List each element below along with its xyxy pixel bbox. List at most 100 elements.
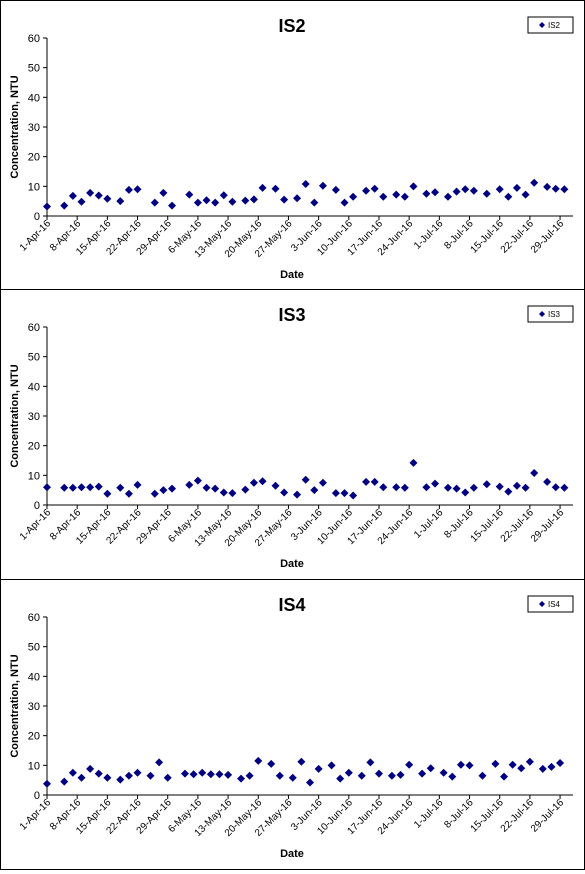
data-point bbox=[241, 485, 250, 494]
x-tick-label: 29-Jul-16 bbox=[529, 507, 567, 545]
y-tick-label: 0 bbox=[34, 790, 40, 802]
data-point bbox=[560, 185, 569, 194]
data-point bbox=[185, 190, 194, 199]
legend-marker bbox=[539, 22, 545, 28]
x-tick-label: 1-Apr-16 bbox=[18, 507, 54, 543]
data-point bbox=[258, 183, 267, 192]
data-point bbox=[271, 481, 280, 490]
data-point bbox=[306, 778, 314, 787]
data-point bbox=[543, 182, 552, 191]
y-tick-label: 50 bbox=[28, 352, 40, 364]
data-point bbox=[443, 483, 452, 492]
legend: IS2 bbox=[527, 16, 574, 34]
data-point bbox=[314, 764, 323, 773]
y-tick-label: 40 bbox=[28, 92, 40, 104]
y-axis-title: Concentration, NTU bbox=[9, 364, 21, 467]
data-point bbox=[504, 192, 513, 201]
data-point bbox=[258, 477, 267, 486]
data-point bbox=[396, 770, 405, 779]
data-point bbox=[202, 196, 211, 205]
data-point bbox=[124, 771, 133, 780]
data-point bbox=[241, 196, 250, 205]
data-point bbox=[116, 775, 125, 784]
legend-label: IS2 bbox=[548, 21, 561, 30]
data-point bbox=[327, 761, 336, 770]
x-axis-title: Date bbox=[280, 558, 304, 570]
scatter-chart-is4: IS401020304050601-Apr-168-Apr-1615-Apr-1… bbox=[9, 595, 574, 860]
data-point bbox=[150, 198, 159, 207]
x-tick-label: 1-Jul-16 bbox=[412, 507, 446, 541]
x-axis-title: Date bbox=[280, 269, 304, 281]
data-point bbox=[452, 187, 461, 196]
y-tick-label: 30 bbox=[28, 701, 40, 713]
data-point bbox=[422, 189, 431, 198]
data-point bbox=[293, 194, 302, 203]
data-point bbox=[500, 772, 509, 781]
data-point bbox=[409, 182, 418, 191]
y-tick-label: 10 bbox=[28, 181, 40, 193]
data-point bbox=[448, 772, 457, 781]
data-point bbox=[77, 197, 86, 206]
data-point bbox=[267, 759, 276, 768]
x-tick-label: 1-Jul-16 bbox=[412, 797, 446, 831]
data-point bbox=[68, 191, 77, 200]
data-point bbox=[86, 188, 95, 197]
data-point bbox=[133, 768, 142, 777]
data-point bbox=[224, 770, 233, 779]
data-point bbox=[551, 483, 560, 492]
data-point bbox=[189, 770, 198, 779]
data-point bbox=[521, 190, 530, 199]
chart-panel-is3: IS3 0 10 20 30 40 50 60 1-Apr-16 8-Apr-16 15-Apr-1… bbox=[0, 289, 585, 580]
y-axis-title: Concentration, NTU bbox=[9, 75, 21, 178]
data-point bbox=[180, 769, 189, 778]
legend-marker bbox=[539, 601, 545, 607]
x-tick-label: 1-Apr-16 bbox=[18, 218, 54, 254]
data-point bbox=[215, 770, 224, 779]
data-point bbox=[228, 489, 237, 498]
data-point bbox=[155, 758, 164, 767]
data-point bbox=[103, 773, 112, 782]
data-point bbox=[400, 483, 409, 492]
chart-title: IS4 bbox=[278, 595, 305, 615]
data-point bbox=[185, 480, 194, 489]
data-point bbox=[318, 478, 327, 487]
y-tick-label: 20 bbox=[28, 152, 40, 164]
data-point bbox=[43, 202, 51, 211]
data-point bbox=[530, 178, 539, 187]
data-point bbox=[310, 486, 319, 495]
data-point bbox=[392, 483, 401, 492]
data-point bbox=[150, 489, 159, 498]
data-point bbox=[275, 771, 284, 780]
data-point bbox=[103, 489, 112, 498]
y-tick-label: 60 bbox=[28, 322, 40, 334]
data-point bbox=[237, 774, 246, 783]
data-point bbox=[94, 769, 103, 778]
chart-title: IS3 bbox=[278, 305, 305, 325]
data-point bbox=[331, 185, 340, 194]
x-tick-label: 29-Jul-16 bbox=[529, 797, 567, 835]
y-tick-label: 60 bbox=[28, 612, 40, 624]
data-point bbox=[426, 764, 435, 773]
y-axis-title: Concentration, NTU bbox=[9, 654, 21, 757]
data-point bbox=[202, 483, 211, 492]
y-tick-label: 20 bbox=[28, 731, 40, 743]
data-point bbox=[297, 757, 306, 766]
data-point bbox=[357, 771, 366, 780]
x-tick-label: 1-Jul-16 bbox=[412, 218, 446, 252]
y-tick-label: 0 bbox=[34, 211, 40, 223]
data-point bbox=[133, 185, 142, 194]
data-point bbox=[77, 773, 86, 782]
data-point bbox=[379, 483, 388, 492]
data-point bbox=[249, 195, 258, 204]
data-point bbox=[379, 192, 388, 201]
data-point bbox=[556, 758, 565, 767]
data-point bbox=[133, 480, 142, 489]
data-point bbox=[86, 483, 95, 492]
data-point bbox=[443, 192, 452, 201]
y-tick-label: 10 bbox=[28, 470, 40, 482]
y-tick-label: 60 bbox=[28, 33, 40, 45]
data-point bbox=[431, 188, 440, 197]
data-point bbox=[168, 484, 177, 493]
data-point bbox=[60, 483, 69, 492]
data-point bbox=[366, 758, 375, 767]
